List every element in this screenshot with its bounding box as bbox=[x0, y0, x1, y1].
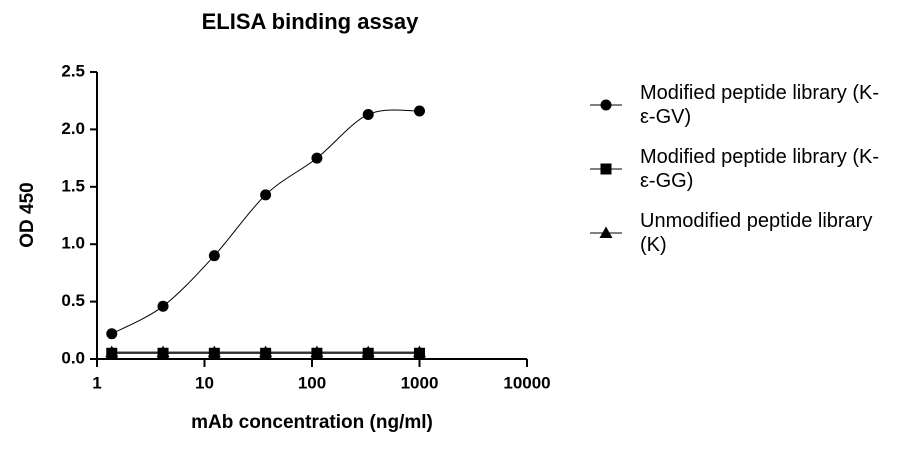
y-tick-label: 1.5 bbox=[61, 176, 85, 195]
y-tick-label: 2.0 bbox=[61, 119, 85, 138]
marker bbox=[599, 226, 613, 238]
marker bbox=[106, 328, 118, 340]
y-tick-label: 0.0 bbox=[61, 348, 85, 367]
marker bbox=[260, 347, 272, 359]
y-tick-label: 0.5 bbox=[61, 291, 85, 310]
x-axis-label: mAb concentration (ng/ml) bbox=[191, 412, 433, 433]
y-tick-label: 2.5 bbox=[61, 61, 85, 80]
x-tick-label: 10000 bbox=[503, 373, 550, 392]
legend-label: Modified peptide library (K-ε-GV) bbox=[640, 82, 879, 128]
chart-title: ELISA binding assay bbox=[202, 9, 420, 34]
marker bbox=[157, 300, 169, 312]
marker bbox=[157, 347, 169, 359]
marker bbox=[260, 189, 272, 201]
marker bbox=[208, 250, 220, 262]
y-tick-label: 1.0 bbox=[61, 234, 85, 253]
x-tick-label: 1 bbox=[92, 373, 101, 392]
marker bbox=[414, 347, 425, 359]
marker bbox=[106, 347, 118, 359]
legend-label: Unmodified peptide library (K) bbox=[640, 210, 873, 256]
x-tick-label: 100 bbox=[298, 373, 326, 392]
x-tick-label: 1000 bbox=[401, 373, 439, 392]
marker bbox=[208, 347, 220, 359]
fit-line bbox=[111, 109, 420, 335]
marker bbox=[600, 163, 612, 175]
marker bbox=[362, 108, 374, 120]
marker bbox=[311, 152, 323, 164]
legend-label: Modified peptide library (K-ε-GG) bbox=[640, 146, 879, 192]
x-tick-label: 10 bbox=[195, 373, 214, 392]
y-axis-label: OD 450 bbox=[17, 182, 38, 247]
marker bbox=[414, 105, 425, 117]
marker bbox=[362, 347, 374, 359]
marker bbox=[311, 347, 323, 359]
marker bbox=[600, 99, 612, 111]
